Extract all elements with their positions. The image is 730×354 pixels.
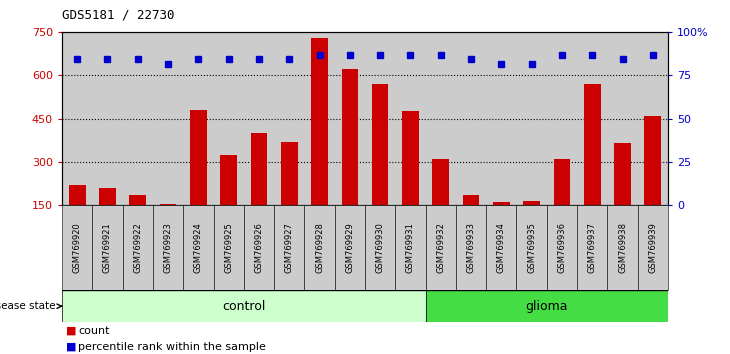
Bar <box>372 84 388 249</box>
Bar <box>426 32 456 205</box>
FancyBboxPatch shape <box>123 205 153 290</box>
Text: GSM769937: GSM769937 <box>588 222 596 273</box>
FancyBboxPatch shape <box>547 205 577 290</box>
Text: GDS5181 / 22730: GDS5181 / 22730 <box>62 8 174 21</box>
Bar <box>123 32 153 205</box>
FancyBboxPatch shape <box>214 205 244 290</box>
Text: count: count <box>78 326 110 336</box>
Bar <box>274 32 304 205</box>
FancyBboxPatch shape <box>456 205 486 290</box>
Text: GSM769926: GSM769926 <box>255 222 264 273</box>
Text: percentile rank within the sample: percentile rank within the sample <box>78 342 266 352</box>
Text: GSM769934: GSM769934 <box>497 222 506 273</box>
Bar <box>432 159 449 249</box>
FancyBboxPatch shape <box>607 205 638 290</box>
FancyBboxPatch shape <box>426 290 668 322</box>
Bar <box>456 32 486 205</box>
Text: disease state: disease state <box>0 301 58 311</box>
Text: GSM769931: GSM769931 <box>406 222 415 273</box>
FancyBboxPatch shape <box>638 205 668 290</box>
Text: GSM769927: GSM769927 <box>285 222 293 273</box>
Text: ■: ■ <box>66 326 76 336</box>
Bar <box>396 32 426 205</box>
Bar <box>335 32 365 205</box>
Bar <box>183 32 214 205</box>
Bar <box>304 32 335 205</box>
Bar <box>311 38 328 249</box>
Text: GSM769939: GSM769939 <box>648 222 657 273</box>
Bar <box>190 110 207 249</box>
Bar <box>342 69 358 249</box>
FancyBboxPatch shape <box>62 205 93 290</box>
Bar <box>214 32 244 205</box>
Bar <box>99 188 116 249</box>
Bar <box>638 32 668 205</box>
Bar <box>553 159 570 249</box>
Bar <box>402 112 419 249</box>
FancyBboxPatch shape <box>62 290 426 322</box>
Bar <box>493 202 510 249</box>
FancyBboxPatch shape <box>426 205 456 290</box>
Text: GSM769935: GSM769935 <box>527 222 536 273</box>
Text: control: control <box>222 300 266 313</box>
FancyBboxPatch shape <box>304 205 335 290</box>
Bar <box>523 201 540 249</box>
Text: GSM769932: GSM769932 <box>437 222 445 273</box>
Bar <box>463 195 480 249</box>
FancyBboxPatch shape <box>396 205 426 290</box>
Text: GSM769922: GSM769922 <box>134 222 142 273</box>
Bar <box>244 32 274 205</box>
Bar <box>577 32 607 205</box>
FancyBboxPatch shape <box>577 205 607 290</box>
FancyBboxPatch shape <box>274 205 304 290</box>
FancyBboxPatch shape <box>93 205 123 290</box>
Text: GSM769929: GSM769929 <box>345 222 354 273</box>
Bar <box>220 155 237 249</box>
Text: ■: ■ <box>66 342 76 352</box>
Text: GSM769920: GSM769920 <box>73 222 82 273</box>
Text: GSM769930: GSM769930 <box>376 222 385 273</box>
Text: GSM769923: GSM769923 <box>164 222 172 273</box>
Bar <box>153 32 183 205</box>
Bar <box>129 195 146 249</box>
Bar <box>547 32 577 205</box>
Bar <box>281 142 298 249</box>
Bar <box>160 204 177 249</box>
Bar <box>93 32 123 205</box>
FancyBboxPatch shape <box>153 205 183 290</box>
FancyBboxPatch shape <box>486 205 517 290</box>
Bar <box>607 32 638 205</box>
Text: GSM769936: GSM769936 <box>558 222 566 273</box>
Text: GSM769924: GSM769924 <box>194 222 203 273</box>
FancyBboxPatch shape <box>335 205 365 290</box>
FancyBboxPatch shape <box>244 205 274 290</box>
Bar <box>69 185 85 249</box>
Bar <box>645 116 661 249</box>
Text: GSM769921: GSM769921 <box>103 222 112 273</box>
Bar <box>584 84 601 249</box>
Text: GSM769933: GSM769933 <box>466 222 475 273</box>
Text: glioma: glioma <box>526 300 568 313</box>
FancyBboxPatch shape <box>183 205 214 290</box>
Bar <box>614 143 631 249</box>
Text: GSM769938: GSM769938 <box>618 222 627 273</box>
FancyBboxPatch shape <box>517 205 547 290</box>
Bar <box>62 32 93 205</box>
Text: GSM769928: GSM769928 <box>315 222 324 273</box>
FancyBboxPatch shape <box>365 205 396 290</box>
Bar <box>250 133 267 249</box>
Bar <box>486 32 517 205</box>
Bar <box>365 32 396 205</box>
Bar <box>517 32 547 205</box>
Text: GSM769925: GSM769925 <box>224 222 233 273</box>
